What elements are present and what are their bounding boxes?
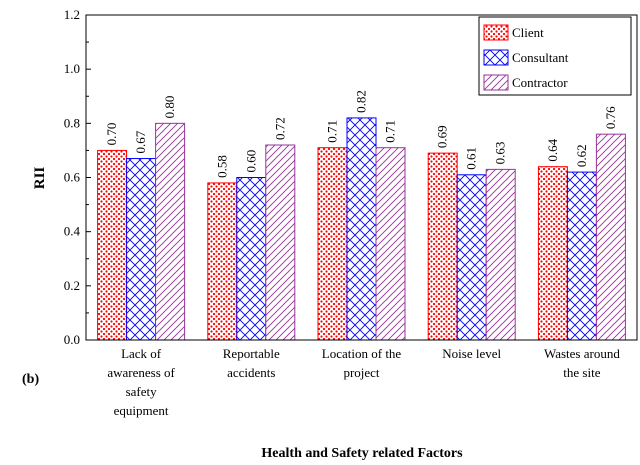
legend-swatch [483,24,509,41]
value-label: 0.67 [133,130,148,153]
y-tick-label: 1.2 [64,7,80,22]
x-tick-label: Wastes around the site [544,346,620,380]
value-label: 0.70 [104,123,119,146]
x-tick-label: Reportable accidents [223,346,280,380]
value-label: 0.69 [435,125,450,148]
bar [595,133,626,341]
bar [97,149,128,341]
value-label: 0.72 [272,117,287,140]
bar [155,122,186,341]
y-tick-label: 0.0 [64,332,80,347]
value-label: 0.71 [383,120,398,143]
y-axis-label: RII [32,167,48,190]
legend-label: Client [512,25,544,40]
x-axis-label: Health and Safety related Factors [261,446,463,461]
x-tick-label: Location of the project [322,346,402,380]
bar [566,171,597,341]
bar [427,152,458,341]
panel-label: (b) [22,372,39,387]
bar [207,182,238,341]
value-label: 0.61 [464,147,479,170]
legend-swatch [483,49,509,66]
bar [346,117,377,341]
bar [126,158,157,341]
value-label: 0.76 [603,106,618,129]
value-label: 0.71 [325,120,340,143]
legend-swatch [483,74,509,91]
legend-label: Contractor [512,75,568,90]
value-label: 0.63 [493,142,508,165]
y-tick-label: 1.0 [64,61,80,76]
x-tick-label: Lack of awareness of safety equipment [107,346,175,418]
bar [485,168,516,341]
bar [317,147,348,341]
bar [375,147,406,341]
value-label: 0.62 [574,144,589,167]
value-label: 0.58 [214,155,229,178]
value-label: 0.80 [162,96,177,119]
value-label: 0.82 [354,90,369,113]
bar [537,166,568,341]
y-tick-label: 0.2 [64,278,80,293]
y-tick-label: 0.6 [64,170,81,185]
value-label: 0.64 [545,138,560,161]
bar [265,144,296,341]
legend-label: Consultant [512,50,569,65]
value-label: 0.60 [243,150,258,173]
plot-frame [85,14,638,341]
y-tick-label: 0.4 [64,224,81,239]
bar [456,174,487,341]
x-tick-label: Noise level [442,346,501,361]
y-tick-label: 0.8 [64,115,80,130]
bar [236,177,267,341]
